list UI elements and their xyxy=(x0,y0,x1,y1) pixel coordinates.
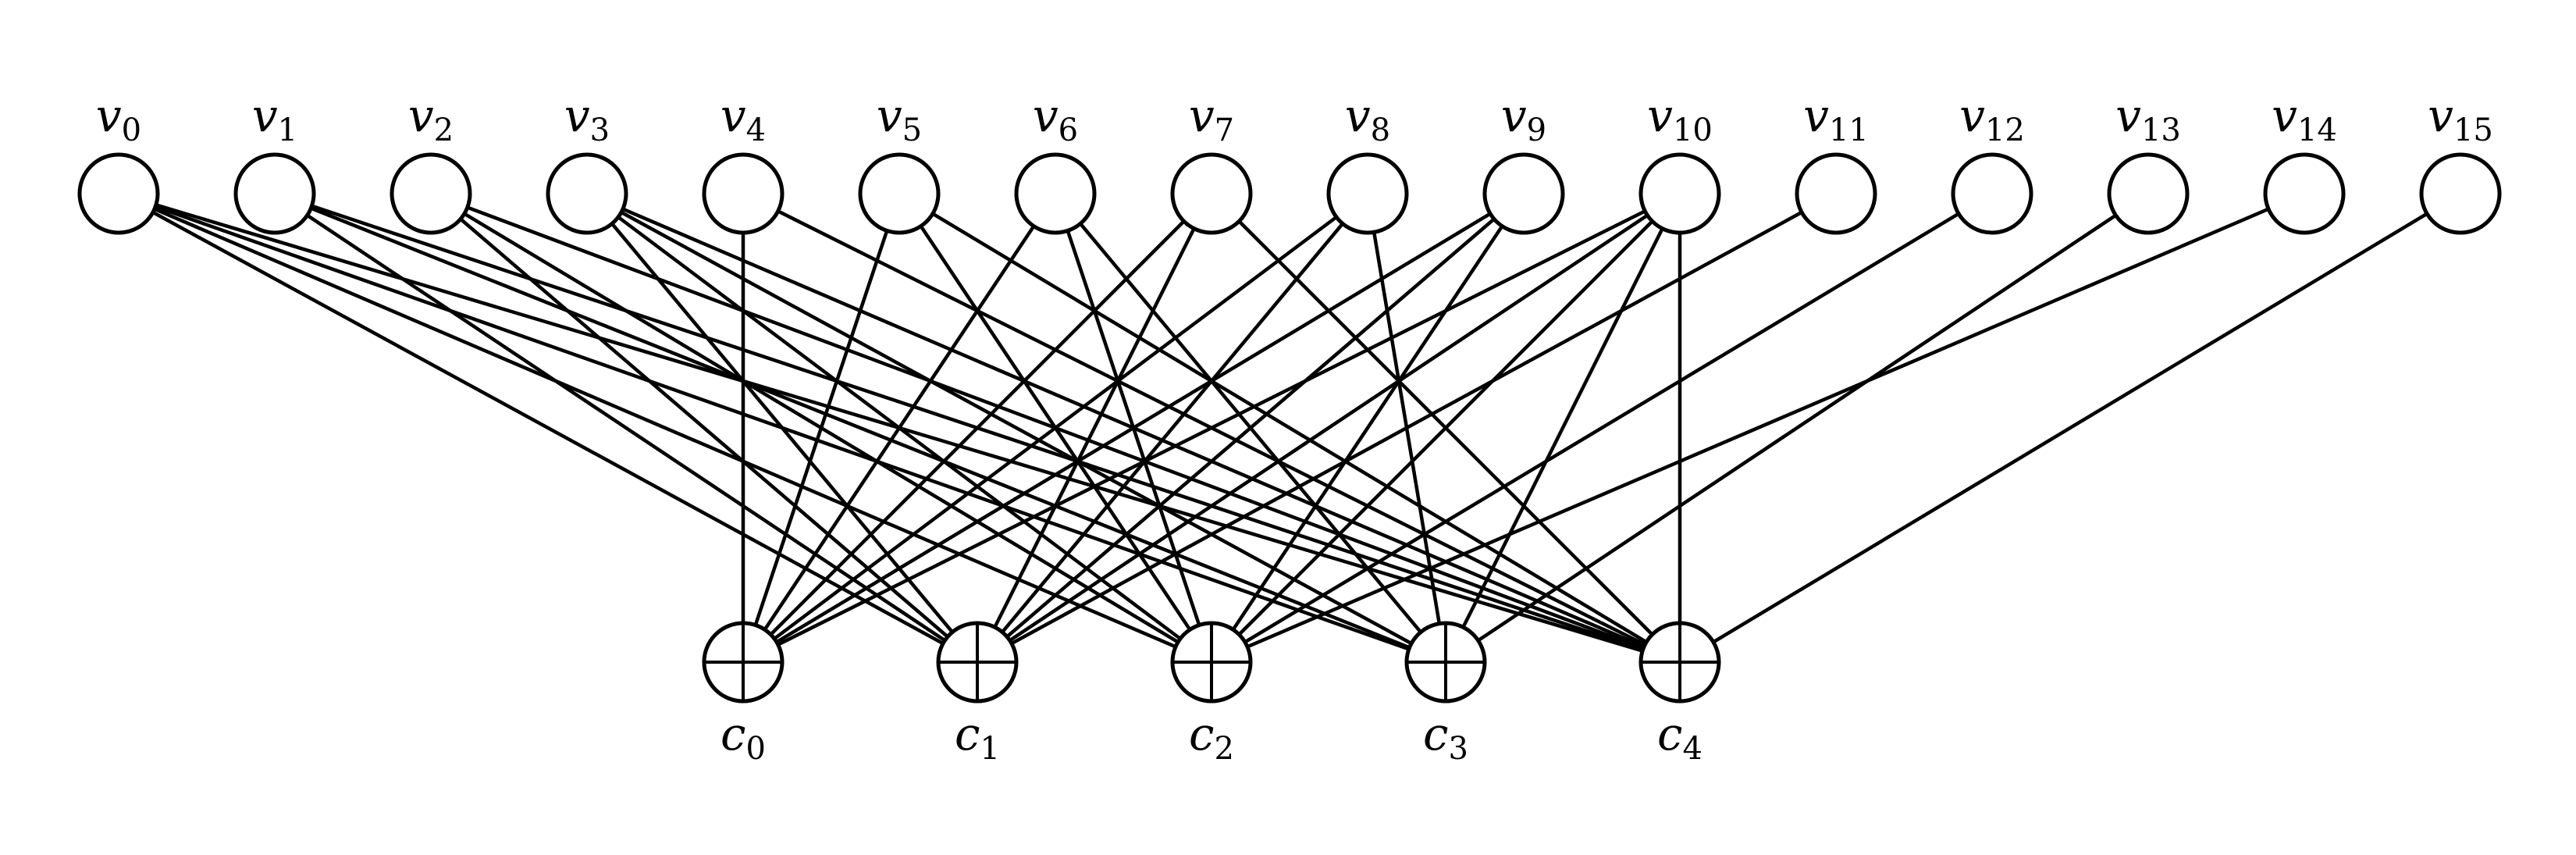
variable-node-circle xyxy=(390,152,472,235)
edge-v3-c1 xyxy=(610,222,954,634)
edge-v8-c1 xyxy=(1001,222,1344,634)
variable-node-v0: v0 xyxy=(77,89,160,235)
variable-node-circle xyxy=(2107,152,2190,235)
variable-node-circle xyxy=(2419,152,2502,235)
check-node-c4: c4 xyxy=(1638,621,1721,767)
variable-node-circle xyxy=(1482,152,1565,235)
edge-v8-c0 xyxy=(773,216,1338,640)
edge-v9-c0 xyxy=(775,212,1492,644)
edge-v7-c1 xyxy=(993,227,1196,629)
variable-node-v14: v14 xyxy=(2263,89,2346,235)
variable-node-v10: v10 xyxy=(1638,89,1721,235)
variable-node-label-v0: v0 xyxy=(96,89,141,148)
variable-node-circle xyxy=(77,152,160,235)
variable-node-label-v3: v3 xyxy=(564,89,610,148)
edge-v10-c0 xyxy=(777,209,1646,647)
variable-node-label-v7: v7 xyxy=(1189,89,1234,148)
edge-v12-c2 xyxy=(1244,212,1960,644)
edge-v13-c3 xyxy=(1477,213,2117,643)
variable-node-label-v6: v6 xyxy=(1033,89,1078,148)
variable-node-v6: v6 xyxy=(1014,89,1097,235)
edge-v14-c2 xyxy=(1247,207,2269,649)
edge-v11-c1 xyxy=(1010,210,1803,646)
check-node-c2: c2 xyxy=(1170,621,1253,767)
variable-node-v13: v13 xyxy=(2107,89,2190,235)
variable-node-v2: v2 xyxy=(390,89,472,235)
check-node-label-c1: c1 xyxy=(955,707,1000,767)
check-node-label-c3: c3 xyxy=(1423,707,1468,767)
variable-node-v5: v5 xyxy=(858,89,941,235)
edge-v1-c3 xyxy=(310,206,1411,650)
variable-node-circle xyxy=(702,152,785,235)
edge-v1-c1 xyxy=(306,213,946,643)
variable-node-circle xyxy=(858,152,941,235)
variable-node-label-v10: v10 xyxy=(1647,89,1713,148)
variable-node-circle xyxy=(1638,152,1721,235)
variable-node-v7: v7 xyxy=(1170,89,1253,235)
check-node-label-c2: c2 xyxy=(1189,707,1234,767)
variable-node-circle xyxy=(1795,152,1877,235)
variable-node-v12: v12 xyxy=(1951,89,2033,235)
check-node-label-c0: c0 xyxy=(720,707,766,767)
variable-node-circle xyxy=(1170,152,1253,235)
variable-node-circle xyxy=(1014,152,1097,235)
variable-node-label-v5: v5 xyxy=(877,89,922,148)
variable-node-v8: v8 xyxy=(1326,89,1409,235)
variable-node-label-v14: v14 xyxy=(2272,89,2337,148)
variable-node-v9: v9 xyxy=(1482,89,1565,235)
check-node-c3: c3 xyxy=(1404,621,1487,767)
variable-node-label-v15: v15 xyxy=(2428,89,2493,148)
edge-v5-c4 xyxy=(931,212,1648,644)
edge-v10-c3 xyxy=(1461,227,1664,629)
variable-node-circle xyxy=(1951,152,2033,235)
variable-node-v11: v11 xyxy=(1795,89,1877,235)
variable-node-circle xyxy=(2263,152,2346,235)
variable-node-circle xyxy=(1326,152,1409,235)
edge-v10-c2 xyxy=(1237,219,1654,636)
edge-v0-c1 xyxy=(151,210,945,646)
variable-node-v15: v15 xyxy=(2419,89,2502,235)
edge-v7-c0 xyxy=(769,219,1186,636)
variable-node-v3: v3 xyxy=(546,89,628,235)
variable-node-label-v8: v8 xyxy=(1345,89,1390,148)
edge-v9-c2 xyxy=(1231,225,1504,631)
check-node-c0: c0 xyxy=(702,621,785,767)
variable-node-circle xyxy=(546,152,628,235)
variable-nodes: v0 v1 v2 v3 v4 v5 v6 v7 v8 v9 v10 v11 v12 v13 v14 v15 xyxy=(77,89,2502,235)
edge-v2-c1 xyxy=(459,217,949,639)
check-node-c1: c1 xyxy=(936,621,1019,767)
variable-node-label-v2: v2 xyxy=(408,89,454,148)
edge-v0-c2 xyxy=(154,207,1176,649)
variable-node-label-v13: v13 xyxy=(2115,89,2181,148)
check-nodes: c0 c1 c2 c3 c4 xyxy=(702,621,1721,767)
variable-node-v4: v4 xyxy=(702,89,785,235)
edge-v3-c3 xyxy=(620,210,1413,646)
variable-node-circle xyxy=(233,152,316,235)
edges xyxy=(151,203,2428,653)
check-node-label-c4: c4 xyxy=(1657,707,1703,767)
edge-v5-c0 xyxy=(753,230,889,626)
edge-v10-c1 xyxy=(1009,213,1649,643)
edge-v9-c1 xyxy=(1005,217,1496,639)
variable-node-label-v11: v11 xyxy=(1803,89,1869,148)
variable-node-label-v4: v4 xyxy=(720,89,766,148)
variable-node-label-v9: v9 xyxy=(1501,89,1546,148)
variable-node-label-v1: v1 xyxy=(252,89,297,148)
variable-node-label-v12: v12 xyxy=(1959,89,2025,148)
edge-v15-c4 xyxy=(1712,212,2428,644)
edge-v6-c0 xyxy=(763,225,1036,631)
variable-node-v1: v1 xyxy=(233,89,316,235)
